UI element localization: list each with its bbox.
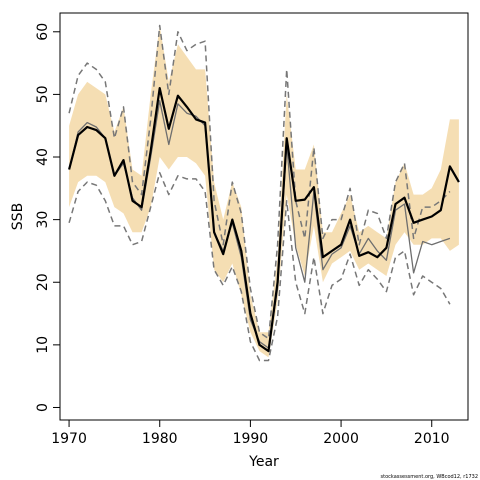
previous-lower-ci-line	[68, 171, 451, 362]
plot-area	[68, 24, 460, 362]
y-tick-label: 0	[35, 403, 51, 412]
y-tick-label: 60	[35, 23, 51, 41]
x-axis-title: Year	[248, 454, 279, 470]
confidence-band	[69, 25, 459, 358]
y-tick-label: 40	[35, 148, 51, 166]
x-axis: 1970 1980 1990 2000 2010	[51, 419, 450, 447]
footnote: stockassessment.org, WBcod12, r1732	[381, 474, 478, 480]
y-tick-label: 50	[35, 85, 51, 103]
x-tick-label: 1980	[142, 431, 178, 447]
y-tick-label: 10	[35, 336, 51, 354]
x-tick-label: 1970	[51, 431, 87, 447]
x-tick-label: 2010	[414, 431, 450, 447]
y-axis: 0 10 20 30 40 50 60	[35, 23, 61, 412]
y-tick-label: 30	[35, 211, 51, 229]
y-tick-label: 20	[35, 273, 51, 291]
ssb-estimate-line	[68, 86, 460, 353]
y-axis-title: SSB	[10, 203, 26, 230]
x-tick-label: 2000	[323, 431, 359, 447]
x-tick-label: 1990	[233, 431, 269, 447]
previous-upper-ci-line	[68, 24, 451, 340]
